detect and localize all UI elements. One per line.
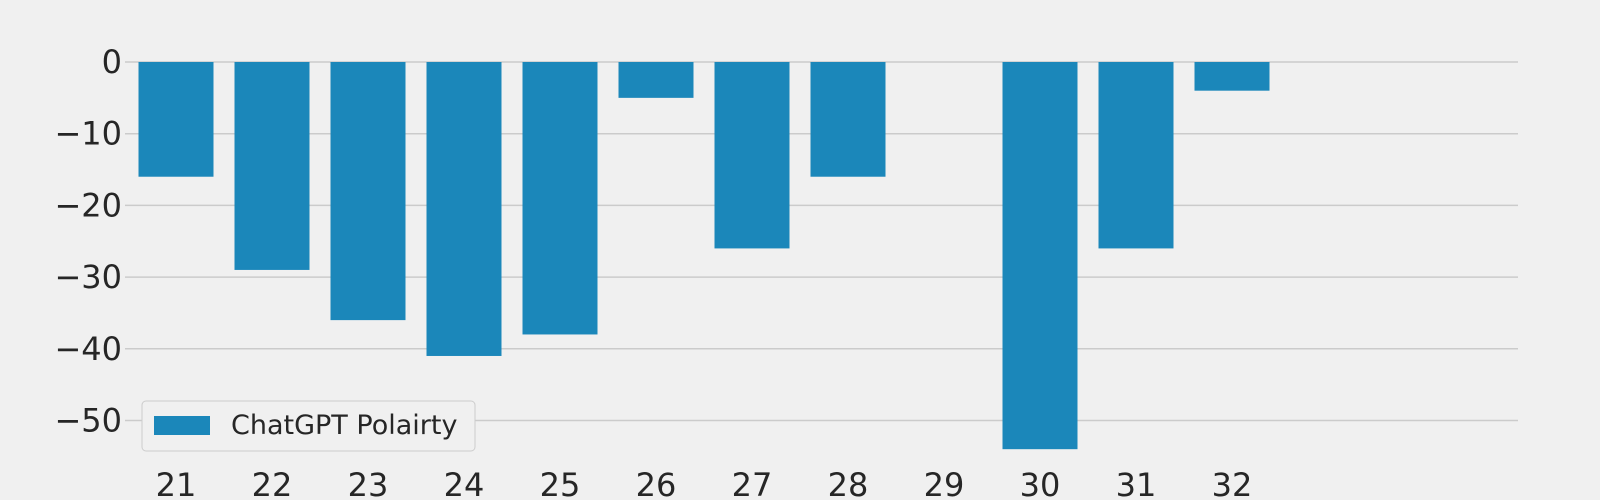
x-tick-label: 30	[1020, 466, 1061, 500]
x-tick-label: 21	[156, 466, 197, 500]
y-tick-label: −50	[54, 402, 122, 440]
x-tick-label: 29	[924, 466, 965, 500]
x-tick-label: 25	[540, 466, 581, 500]
bar	[330, 62, 406, 321]
x-tick-label: 28	[828, 466, 869, 500]
bar	[714, 62, 790, 249]
legend-box	[141, 400, 476, 452]
legend: ChatGPT Polairty	[141, 400, 476, 452]
bar	[426, 62, 502, 356]
x-tick-label: 32	[1212, 466, 1253, 500]
y-tick-label: −40	[54, 330, 122, 368]
y-tick-label: −20	[54, 186, 122, 224]
bar	[1194, 62, 1270, 91]
bars	[138, 62, 1270, 450]
y-tick-label: −10	[54, 115, 122, 153]
bar	[1002, 62, 1078, 450]
bar	[138, 62, 214, 177]
bar	[1098, 62, 1174, 249]
legend-swatch	[154, 416, 210, 435]
x-tick-label: 24	[444, 466, 485, 500]
x-tick-label: 26	[636, 466, 677, 500]
bar	[810, 62, 886, 177]
y-tick-label: 0	[102, 43, 122, 81]
bar	[618, 62, 694, 98]
bar	[522, 62, 598, 335]
y-axis-ticks: 0 −10 −20 −30 −40 −50	[54, 43, 122, 440]
x-tick-label: 23	[348, 466, 389, 500]
y-tick-label: −30	[54, 258, 122, 296]
legend-label: ChatGPT Polairty	[231, 410, 457, 441]
bar	[234, 62, 310, 270]
x-tick-label: 27	[732, 466, 773, 500]
x-axis-ticks: 21 22 23 24 25 26 27 28 29 30 31 32	[156, 466, 1253, 500]
x-tick-label: 31	[1116, 466, 1157, 500]
x-tick-label: 22	[252, 466, 293, 500]
